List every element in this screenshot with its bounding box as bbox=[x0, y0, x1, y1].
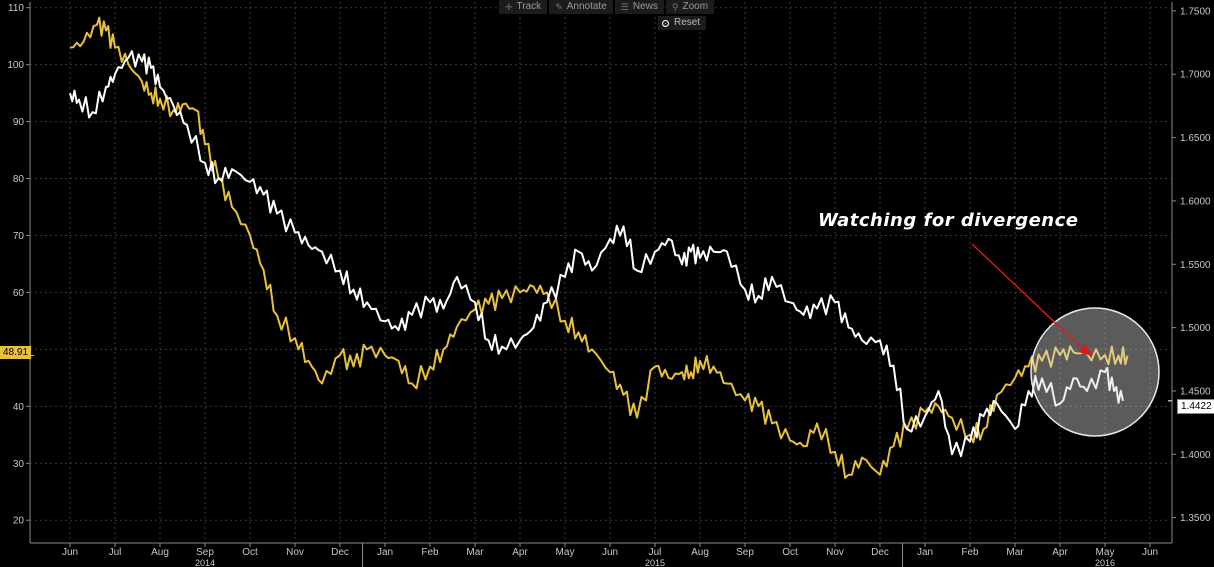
month-label: May bbox=[1096, 547, 1115, 558]
month-label: Jun bbox=[1142, 547, 1158, 558]
series-layer bbox=[69, 16, 1129, 479]
track-button[interactable]: ✛ Track bbox=[499, 0, 548, 14]
news-label: News bbox=[632, 1, 658, 12]
month-label: Apr bbox=[512, 547, 528, 558]
left-tick-label: 40 bbox=[13, 402, 25, 413]
reset-label: Reset bbox=[674, 17, 701, 28]
right-tick-label: 1.3500 bbox=[1180, 513, 1211, 524]
left-tick-label: 70 bbox=[13, 231, 25, 242]
annotation-arrow-head bbox=[1078, 344, 1092, 356]
highlight-circle bbox=[1030, 307, 1160, 437]
zoom-label: Zoom bbox=[682, 1, 709, 12]
month-label: Apr bbox=[1052, 547, 1068, 558]
chart-toolbar: ✛ Track ✎ Annotate ☰ News ⚲ Zoom bbox=[499, 0, 715, 14]
month-label: Dec bbox=[331, 547, 349, 558]
right-tick-label: 1.6000 bbox=[1180, 196, 1211, 207]
month-label: Sep bbox=[736, 547, 754, 558]
left-tick-label: 90 bbox=[13, 117, 25, 128]
month-label: Mar bbox=[466, 547, 484, 558]
magnifier-icon: ⚲ bbox=[671, 2, 679, 12]
month-label: Jun bbox=[62, 547, 78, 558]
year-label: 2016 bbox=[1095, 558, 1115, 567]
month-label: Jan bbox=[917, 547, 933, 558]
right-tick-label: 1.7000 bbox=[1180, 70, 1211, 81]
year-label: 2015 bbox=[645, 558, 665, 567]
news-icon: ☰ bbox=[620, 2, 629, 12]
month-label: Jul bbox=[649, 547, 662, 558]
month-label: Aug bbox=[691, 547, 709, 558]
track-label: Track bbox=[516, 1, 542, 12]
left-tick-label: 110 bbox=[8, 3, 24, 14]
year-label: 2014 bbox=[195, 558, 215, 567]
month-label: Nov bbox=[826, 547, 844, 558]
month-label: Sep bbox=[196, 547, 214, 558]
left-tick-label: 30 bbox=[13, 459, 25, 470]
right-last-value-tag: 1.4422 bbox=[1177, 399, 1214, 414]
left-last-value-tag: 48.91 bbox=[0, 346, 32, 359]
month-label: Mar bbox=[1006, 547, 1024, 558]
reset-button[interactable]: Reset bbox=[658, 16, 707, 30]
month-label: Feb bbox=[421, 547, 439, 558]
left-tick-label: 60 bbox=[13, 288, 25, 299]
left-tick-label: 80 bbox=[13, 174, 25, 185]
annotate-button[interactable]: ✎ Annotate bbox=[549, 0, 613, 14]
news-button[interactable]: ☰ News bbox=[614, 0, 664, 14]
month-label: Jul bbox=[109, 547, 122, 558]
divergence-annotation: Watching for divergence bbox=[818, 210, 1079, 231]
pencil-icon: ✎ bbox=[555, 2, 563, 12]
crosshair-icon: ✛ bbox=[505, 2, 513, 12]
right-tick-label: 1.7500 bbox=[1180, 6, 1211, 17]
left-tick-label: 100 bbox=[7, 60, 24, 71]
month-label: Jan bbox=[377, 547, 393, 558]
month-label: Jun bbox=[602, 547, 618, 558]
month-label: May bbox=[556, 547, 575, 558]
month-label: Feb bbox=[961, 547, 979, 558]
reset-icon bbox=[662, 19, 669, 27]
left-tick-label: 20 bbox=[13, 516, 25, 527]
grid-lines bbox=[29, 2, 1173, 544]
right-tick-label: 1.5000 bbox=[1180, 323, 1211, 334]
annotate-label: Annotate bbox=[566, 1, 607, 12]
right-tick-label: 1.5500 bbox=[1180, 260, 1211, 271]
right-tick-label: 1.6500 bbox=[1180, 133, 1211, 144]
gold-series-line bbox=[69, 16, 1129, 479]
divergence-highlight bbox=[30, 243, 1172, 437]
x-axis: Jun Jul Aug Sep Oct Nov Dec Jan Feb Mar Apr May Jun J… bbox=[62, 543, 1158, 567]
zoom-button[interactable]: ⚲ Zoom bbox=[665, 0, 715, 14]
right-tick-label: 1.4500 bbox=[1180, 386, 1211, 397]
right-axis: 1.3500 1.4000 1.4500 1.5000 1.5500 1.6000 1.65… bbox=[1172, 6, 1211, 524]
right-tick-label: 1.4000 bbox=[1180, 450, 1211, 461]
month-label: Dec bbox=[871, 547, 889, 558]
white-series-line bbox=[69, 50, 1124, 458]
annotation-arrow-shaft bbox=[971, 243, 1085, 351]
month-label: Oct bbox=[782, 547, 798, 558]
month-label: Aug bbox=[151, 547, 169, 558]
month-label: Oct bbox=[242, 547, 258, 558]
left-axis: 2030405060708090100110 bbox=[7, 3, 30, 527]
month-label: Nov bbox=[286, 547, 304, 558]
